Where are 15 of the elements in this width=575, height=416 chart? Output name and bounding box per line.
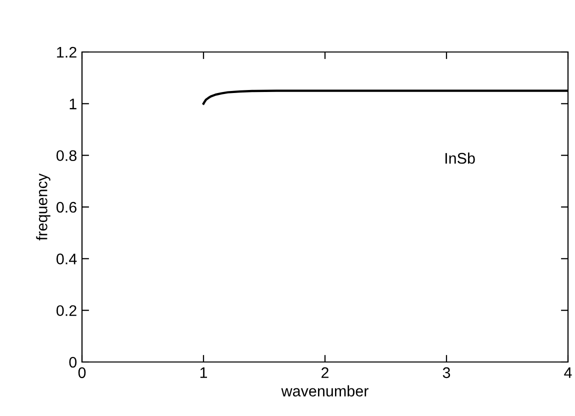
- y-tick-label: 1: [70, 98, 76, 110]
- y-tick-label: 0.6: [56, 202, 76, 213]
- x-tick-label: 1: [200, 367, 208, 378]
- annotation: InSb: [445, 152, 475, 164]
- y-tick-label: 0.2: [56, 305, 76, 316]
- y-tick-label: 0.4: [56, 254, 77, 264]
- x-tick-label: 0: [78, 367, 86, 378]
- y-tick-label: 0.8: [56, 150, 76, 162]
- y-axis-title: frequency: [36, 173, 50, 240]
- x-tick-label: 4: [564, 367, 572, 378]
- x-tick-label: 2: [322, 367, 328, 378]
- y-tick-label: 0: [69, 356, 77, 368]
- y-tick-label: 1.2: [57, 46, 76, 58]
- x-axis-title: wavenumber: [281, 385, 368, 396]
- x-tick-label: 3: [442, 367, 450, 378]
